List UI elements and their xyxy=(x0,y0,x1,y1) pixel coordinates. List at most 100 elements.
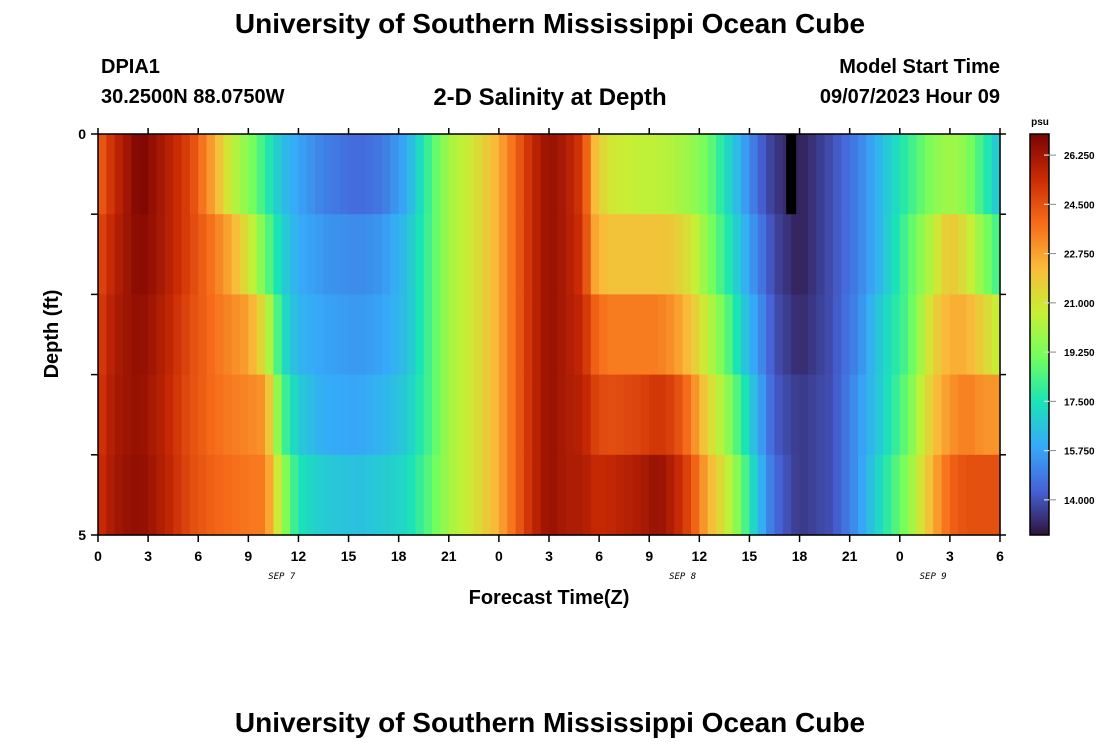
heatmap-cell xyxy=(114,374,124,456)
heatmap-cell xyxy=(866,454,876,536)
heatmap-cell xyxy=(106,134,116,215)
heatmap-cell xyxy=(640,214,650,295)
heatmap-cell xyxy=(782,214,792,295)
heatmap-cell xyxy=(908,214,918,295)
heatmap-cell xyxy=(239,214,249,295)
heatmap-cell xyxy=(607,294,617,376)
x-tick-label: 18 xyxy=(792,548,808,564)
heatmap-cell xyxy=(707,134,717,215)
heatmap-cell xyxy=(365,134,375,215)
x-axis-label: Forecast Time(Z) xyxy=(469,587,630,609)
heatmap-cell xyxy=(356,454,366,536)
heatmap-cell xyxy=(206,214,216,295)
heatmap-cell xyxy=(173,214,183,295)
colorbar-tick-label: 21.000 xyxy=(1064,299,1095,310)
y-axis-label: Depth (ft) xyxy=(41,290,63,379)
x-tick-label: 21 xyxy=(441,548,457,564)
heatmap-cell xyxy=(290,294,300,376)
heatmap-cell xyxy=(515,214,525,295)
heatmap-cell xyxy=(732,454,742,536)
x-tick-label: 3 xyxy=(545,548,553,564)
heatmap-cell xyxy=(958,294,968,376)
heatmap-cell xyxy=(791,374,801,456)
heatmap-cell xyxy=(448,454,458,536)
heatmap-cell xyxy=(908,374,918,456)
heatmap-cell xyxy=(164,134,174,215)
heatmap-cell xyxy=(883,454,893,536)
heatmap-cell xyxy=(189,214,199,295)
heatmap-cell xyxy=(540,374,550,456)
heatmap-cell xyxy=(381,214,391,295)
heatmap-cell xyxy=(615,294,625,376)
heatmap-cell xyxy=(649,214,659,295)
heatmap-cell xyxy=(716,214,725,295)
heatmap-cell xyxy=(139,134,149,215)
heatmap-cell xyxy=(440,374,450,456)
heatmap-cell xyxy=(348,294,358,376)
heatmap-cell xyxy=(632,454,642,536)
heatmap-cell xyxy=(281,134,291,215)
heatmap-cell xyxy=(707,374,717,456)
heatmap-cell xyxy=(991,134,1001,215)
x-tick-label: 18 xyxy=(391,548,407,564)
heatmap-cell xyxy=(690,134,700,215)
heatmap-cell xyxy=(348,454,358,536)
heatmap-cell xyxy=(883,214,893,295)
heatmap-cell xyxy=(473,134,483,215)
heatmap-cell xyxy=(724,294,734,376)
heatmap-cell xyxy=(966,454,976,536)
heatmap-cell xyxy=(373,294,383,376)
heatmap-cell xyxy=(265,294,274,376)
heatmap-cell xyxy=(949,294,959,376)
heatmap-cell xyxy=(741,214,751,295)
heatmap-cell xyxy=(323,294,333,376)
heatmap-cell xyxy=(398,134,408,215)
heatmap-cell xyxy=(114,294,124,376)
heatmap-cell xyxy=(156,134,166,215)
heatmap-cell xyxy=(941,454,951,536)
heatmap-cell xyxy=(256,134,266,215)
heatmap-cell xyxy=(515,134,525,215)
heatmap-cell xyxy=(315,374,325,456)
heatmap-cell xyxy=(916,454,926,536)
heatmap-cell xyxy=(590,214,600,295)
heatmap-cell xyxy=(557,134,567,215)
heatmap-cell xyxy=(248,214,258,295)
x-tick-label: 12 xyxy=(692,548,708,564)
heatmap-cell xyxy=(490,374,500,456)
heatmap-cell xyxy=(415,214,425,295)
heatmap-cell xyxy=(523,214,533,295)
heatmap-cell xyxy=(958,374,968,456)
heatmap-cell xyxy=(423,454,433,536)
heatmap-cell xyxy=(423,374,433,456)
heatmap-cell xyxy=(983,294,993,376)
heatmap-cell xyxy=(123,294,133,376)
heatmap-cell xyxy=(465,374,475,456)
heatmap-cell xyxy=(724,134,734,215)
heatmap-cell xyxy=(624,214,634,295)
heatmap-cell xyxy=(356,374,366,456)
heatmap-cell xyxy=(690,374,700,456)
heatmap-cell xyxy=(223,214,233,295)
heatmap-cell xyxy=(114,134,124,215)
salinity-heatmap-chart: 0 3 6 9 12 15 18 21 0 3 6 9 12 15 18 21 0 3 6 SEP 7 SEP 8 SE… xyxy=(41,117,1095,609)
heatmap-cell xyxy=(807,374,817,456)
heatmap-cell xyxy=(114,214,124,295)
heatmap-cell xyxy=(131,134,141,215)
heatmap-cell xyxy=(732,214,742,295)
heatmap-cell xyxy=(390,134,400,215)
heatmap-cell xyxy=(381,134,391,215)
heatmap-cell xyxy=(214,134,224,215)
heatmap-cell xyxy=(173,294,183,376)
heatmap-cell xyxy=(757,134,767,215)
heatmap-cell xyxy=(198,134,208,215)
heatmap-cell xyxy=(331,374,341,456)
heatmap-cell xyxy=(540,134,550,215)
heatmap-cell xyxy=(407,374,416,456)
heatmap-cell xyxy=(498,454,508,536)
heatmap-cell xyxy=(315,294,325,376)
heatmap-cell xyxy=(816,214,826,295)
heatmap-cell xyxy=(540,454,550,536)
heatmap-cell xyxy=(515,374,525,456)
station-coordinates: 30.2500N 88.0750W xyxy=(101,86,285,108)
